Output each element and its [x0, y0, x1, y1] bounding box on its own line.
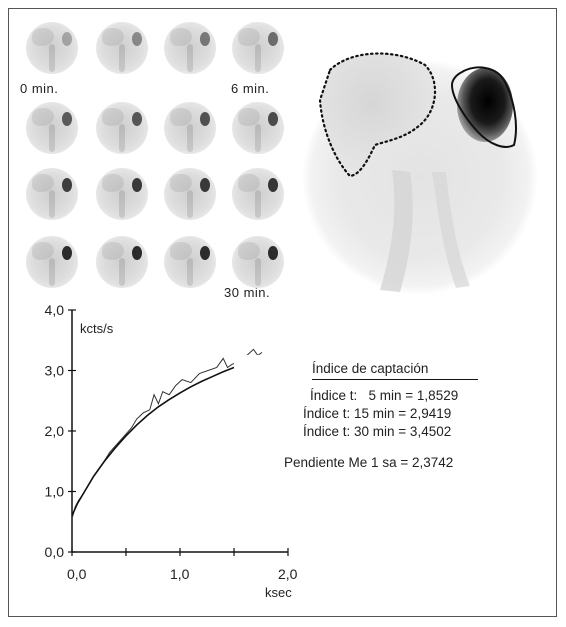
thumbnail-spleen — [200, 32, 210, 46]
thumbnail-liver — [238, 174, 260, 192]
x-tick-label: 1,0 — [170, 566, 190, 582]
x-tick-label: 2,0 — [278, 566, 298, 582]
label-mid-time: 6 min. — [231, 81, 270, 96]
scan-thumbnail — [26, 22, 78, 74]
thumbnail-liver — [102, 28, 124, 46]
thumbnail-liver — [102, 242, 124, 260]
thumbnail-spleen — [62, 246, 72, 260]
index-30min: Índice t: 30 min = 3,4502 — [303, 424, 452, 439]
thumbnail-spleen — [132, 246, 142, 260]
y-axis-unit-label: kcts/s — [80, 321, 114, 336]
thumbnail-spine — [187, 124, 193, 152]
scan-thumbnail — [26, 236, 78, 288]
scan-thumbnail — [232, 236, 284, 288]
scan-thumbnail — [164, 102, 216, 154]
scan-thumbnail — [26, 102, 78, 154]
thumbnail-spleen — [132, 178, 142, 192]
thumbnail-liver — [32, 28, 54, 46]
label-end-time: 30 min. — [224, 285, 271, 300]
title-underline — [312, 379, 478, 380]
thumbnail-liver — [102, 108, 124, 126]
scan-thumbnail — [96, 236, 148, 288]
thumbnail-spleen — [268, 178, 278, 192]
thumbnail-spleen — [268, 112, 278, 126]
scan-thumbnail — [96, 168, 148, 220]
thumbnail-spine — [49, 258, 55, 286]
y-tick-label: 1,0 — [45, 484, 65, 500]
thumbnail-liver — [32, 242, 54, 260]
thumbnail-liver — [32, 174, 54, 192]
thumbnail-spine — [49, 190, 55, 218]
thumbnail-spine — [255, 258, 261, 286]
thumbnail-liver — [170, 242, 192, 260]
scan-thumbnail — [164, 22, 216, 74]
thumbnail-spine — [255, 124, 261, 152]
thumbnail-liver — [102, 174, 124, 192]
thumbnail-spleen — [62, 32, 72, 46]
scintigraphy-thumbnail-grid: 0 min. 6 min. 30 min. — [0, 0, 300, 300]
y-tick-label: 2,0 — [45, 423, 65, 439]
scan-thumbnail — [164, 168, 216, 220]
thumbnail-spine — [187, 44, 193, 72]
thumbnail-spleen — [200, 112, 210, 126]
liver-roi-outline — [318, 52, 437, 178]
thumbnail-spine — [119, 258, 125, 286]
thumbnail-liver — [32, 108, 54, 126]
label-start-time: 0 min. — [20, 81, 59, 96]
thumbnail-spleen — [62, 178, 72, 192]
scan-thumbnail — [232, 102, 284, 154]
spine-shadow — [380, 170, 413, 292]
thumbnail-liver — [170, 174, 192, 192]
index-5min: Índice t: 5 min = 1,8529 — [310, 388, 459, 403]
thumbnail-spleen — [200, 178, 210, 192]
thumbnail-spine — [119, 124, 125, 152]
x-tick-label: 0,0 — [67, 566, 87, 582]
thumbnail-spine — [255, 190, 261, 218]
scan-thumbnail — [232, 22, 284, 74]
thumbnail-spleen — [132, 32, 142, 46]
thumbnail-spine — [187, 190, 193, 218]
spleen-roi-outline — [450, 66, 517, 148]
y-tick-label: 4,0 — [45, 302, 65, 318]
thumbnail-spine — [119, 190, 125, 218]
fitted-curve — [71, 356, 263, 517]
uptake-index-panel: Índice de captación Índice t: 5 min = 1,… — [234, 355, 484, 485]
index-15min: Índice t: 15 min = 2,9419 — [303, 406, 452, 421]
scan-thumbnail — [232, 168, 284, 220]
thumbnail-spleen — [268, 246, 278, 260]
thumbnail-liver — [170, 28, 192, 46]
spine-shadow-right — [432, 172, 470, 288]
thumbnail-spine — [255, 44, 261, 72]
thumbnail-spine — [49, 124, 55, 152]
thumbnail-spine — [119, 44, 125, 72]
thumbnail-liver — [238, 242, 260, 260]
slope-value: Pendiente Me 1 sa = 2,3742 — [284, 455, 454, 470]
thumbnail-spine — [49, 44, 55, 72]
x-axis-unit-label: ksec — [265, 585, 292, 600]
scan-thumbnail — [164, 236, 216, 288]
y-tick-label: 3,0 — [45, 363, 65, 379]
thumbnail-spleen — [132, 112, 142, 126]
thumbnail-spleen — [200, 246, 210, 260]
thumbnail-liver — [238, 108, 260, 126]
scan-thumbnail — [26, 168, 78, 220]
thumbnail-liver — [170, 108, 192, 126]
uptake-index-title: Índice de captación — [312, 361, 429, 376]
scan-thumbnail — [96, 22, 148, 74]
thumbnail-spine — [187, 258, 193, 286]
y-tick-label: 0,0 — [45, 544, 65, 560]
thumbnail-liver — [238, 28, 260, 46]
thumbnail-spleen — [268, 32, 278, 46]
thumbnail-spleen — [62, 112, 72, 126]
scan-thumbnail — [96, 102, 148, 154]
liver-uptake-area — [320, 53, 436, 177]
